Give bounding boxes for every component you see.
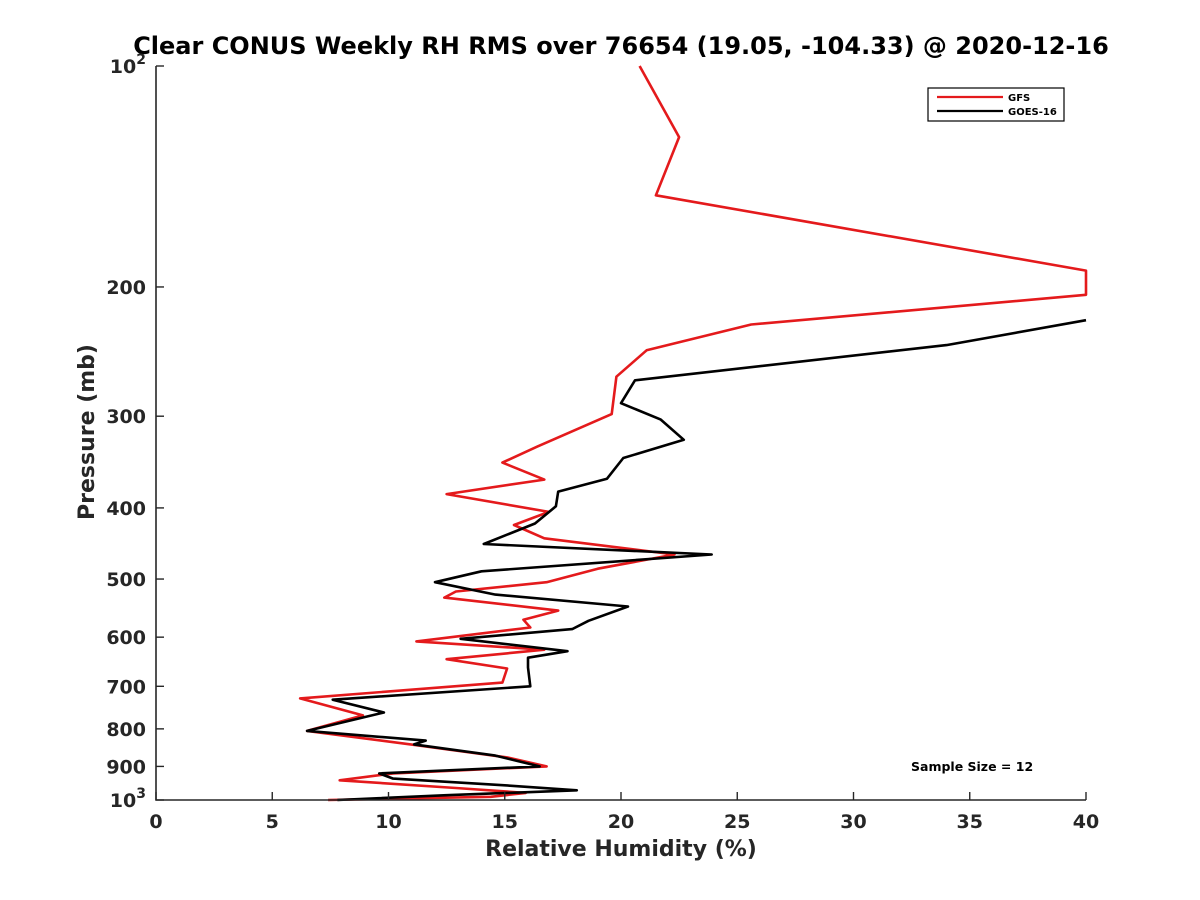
series-line-goes16	[305, 318, 1087, 802]
plot-area: 0 5 10 15 20 25 30 35 40 102 200 300 400 500 600 700 80…	[106, 52, 1099, 833]
legend-box	[927, 87, 1065, 122]
x-axis-ticks: 0 5 10 15 20 25 30 35 40	[149, 792, 1099, 833]
legend-label-gfs: GFS	[1008, 93, 1030, 104]
x-tick-label: 20	[608, 811, 634, 833]
legend: GFS GOES-16	[927, 87, 1065, 122]
x-tick-label: 5	[266, 811, 279, 833]
y-axis-ticks: 102 200 300 400 500 600 700 800 900 103	[106, 52, 164, 812]
x-tick-label: 15	[492, 811, 518, 833]
y-tick-label: 800	[106, 719, 146, 741]
x-tick-label: 10	[375, 811, 401, 833]
x-tick-label: 0	[149, 811, 162, 833]
y-tick-label: 600	[106, 627, 146, 649]
y-tick-label: 900	[106, 756, 146, 778]
y-axis-label: Pressure (mb)	[75, 344, 100, 520]
x-tick-label: 40	[1073, 811, 1099, 833]
y-tick-label: 700	[106, 676, 146, 698]
sample-size-annotation: Sample Size = 12	[911, 759, 1033, 774]
x-axis-label: Relative Humidity (%)	[485, 837, 757, 862]
x-tick-label: 25	[724, 811, 750, 833]
series-layer	[298, 65, 1088, 802]
y-tick-label: 200	[106, 277, 146, 299]
y-tick-label: 103	[110, 786, 146, 812]
legend-label-goes16: GOES-16	[1008, 107, 1057, 118]
y-tick-label: 300	[106, 406, 146, 428]
x-tick-label: 30	[840, 811, 866, 833]
y-tick-label: 102	[110, 52, 146, 78]
y-tick-label: 400	[106, 498, 146, 520]
x-tick-label: 35	[957, 811, 983, 833]
y-tick-label: 500	[106, 569, 146, 591]
chart-title: Clear CONUS Weekly RH RMS over 76654 (19…	[133, 32, 1109, 60]
